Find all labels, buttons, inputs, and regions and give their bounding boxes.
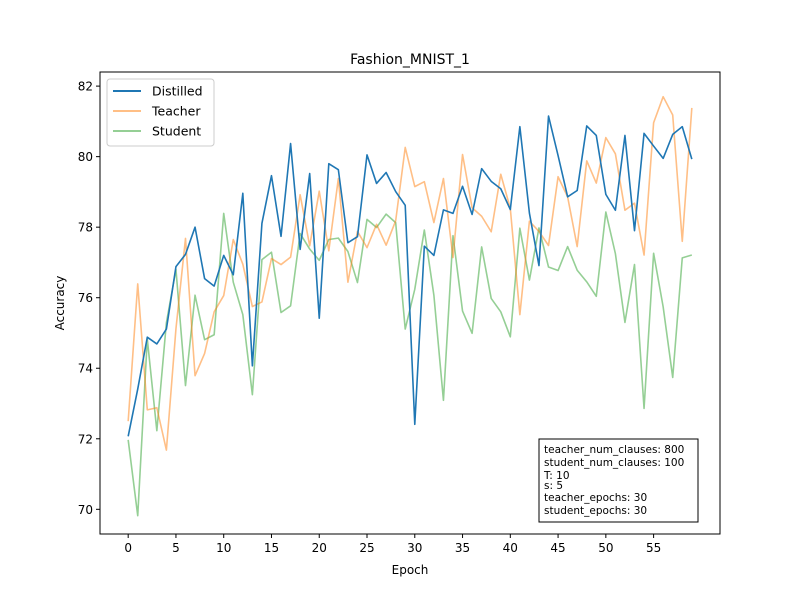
y-tick-label: 72 xyxy=(78,432,93,446)
legend-label-student: Student xyxy=(152,124,201,139)
y-axis-label: Accuracy xyxy=(53,276,67,331)
annotation-line: student_epochs: 30 xyxy=(544,505,647,517)
x-axis-label: Epoch xyxy=(392,563,429,577)
y-tick-label: 76 xyxy=(78,291,93,305)
x-tick-label: 45 xyxy=(550,541,565,555)
annotation-line: student_num_clauses: 100 xyxy=(544,457,684,469)
y-axis: 70 72 74 76 78 80 82 xyxy=(78,80,100,517)
y-tick-label: 74 xyxy=(78,362,93,376)
annotation-line: T: 10 xyxy=(543,470,570,482)
annotation-line: teacher_epochs: 30 xyxy=(544,492,647,504)
x-tick-label: 20 xyxy=(312,541,327,555)
x-tick-label: 15 xyxy=(264,541,279,555)
series-layer xyxy=(127,95,693,517)
x-tick-label: 0 xyxy=(124,541,132,555)
legend: Distilled Teacher Student xyxy=(106,78,215,147)
chart-title: Fashion_MNIST_1 xyxy=(350,52,470,68)
x-tick-label: 10 xyxy=(216,541,231,555)
series-line-teacher xyxy=(127,95,693,451)
x-tick-label: 30 xyxy=(407,541,422,555)
y-tick-label: 70 xyxy=(78,503,93,517)
y-tick-label: 80 xyxy=(78,150,93,164)
y-tick-label: 82 xyxy=(78,80,93,94)
y-tick-label: 78 xyxy=(78,221,93,235)
annotation-line: s: 5 xyxy=(544,480,563,492)
series-line-distilled xyxy=(127,115,693,437)
x-tick-label: 40 xyxy=(503,541,518,555)
annotation-box xyxy=(538,438,699,523)
x-tick-label: 25 xyxy=(359,541,374,555)
legend-label-distilled: Distilled xyxy=(152,84,203,99)
plot-frame xyxy=(99,71,721,535)
x-tick-label: 55 xyxy=(646,541,661,555)
x-tick-label: 50 xyxy=(598,541,613,555)
legend-box xyxy=(106,78,215,147)
x-tick-label: 35 xyxy=(455,541,470,555)
x-tick-label: 5 xyxy=(172,541,180,555)
hyperparameter-annotation: teacher_num_clauses: 800 student_num_cla… xyxy=(538,438,699,523)
annotation-line: teacher_num_clauses: 800 xyxy=(544,444,684,456)
legend-label-teacher: Teacher xyxy=(151,104,201,119)
x-axis: 0 5 10 15 20 25 30 35 40 45 50 55 xyxy=(124,534,661,555)
